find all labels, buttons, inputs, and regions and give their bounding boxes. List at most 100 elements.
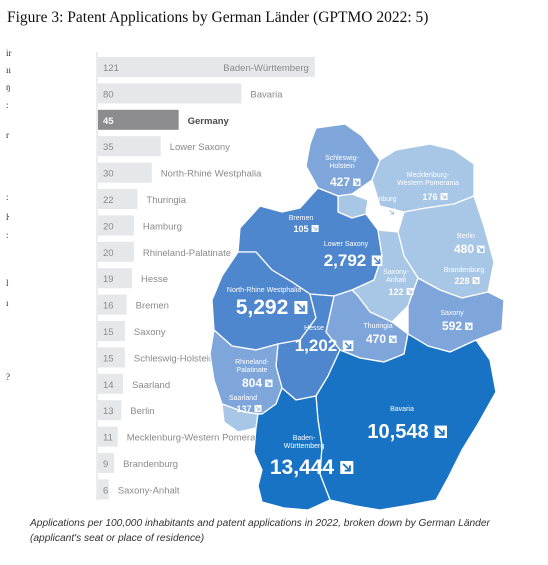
map-label-line: Saxony (440, 310, 464, 317)
arrow-icon-glyph (473, 278, 479, 283)
arrow-icon (254, 405, 262, 412)
bar-category-label: Schleswig-Holstein (134, 353, 214, 364)
arrow-icon (472, 277, 480, 284)
map-label-line: Saarland (229, 395, 257, 402)
map-label-bremen: Bremen (289, 215, 314, 222)
bar-category-label: Rhineland-Palatinate (143, 248, 231, 259)
bar-value-label: 13 (103, 406, 114, 417)
map-value-lower-saxony: 2,792 (324, 251, 367, 270)
map-label-hamburg: Hamburg (368, 196, 397, 203)
map-label-hesse: Hesse (304, 325, 324, 332)
side-mark: r (6, 130, 9, 140)
bar-category-label: Lower Saxony (170, 142, 230, 153)
arrow-icon (265, 379, 273, 387)
arrow-icon (440, 193, 448, 200)
map-label-line: Bavaria (390, 406, 414, 413)
arrow-icon (465, 322, 473, 330)
figure-caption: Applications per 100,000 inhabitants and… (30, 518, 490, 544)
bar-thuringia (98, 189, 138, 209)
side-mark: l (6, 278, 9, 288)
map-region-mecklenburg-western-pomerania (371, 143, 475, 213)
map-label-line: Hamburg (368, 196, 397, 203)
map-value-thuringia: 470 (366, 332, 386, 346)
map-label-north-rhine-westphalia: North-Rhine Westphalia (227, 287, 301, 294)
bar-value-label: 11 (103, 433, 113, 444)
map-value-bavaria: 10,548 (367, 421, 428, 443)
arrow-icon (477, 245, 485, 253)
side-mark: : (6, 100, 9, 110)
side-marks: ir ıı ŋ: r: ŀ: l ı? (6, 44, 20, 404)
bar-category-label: Baden-Württemberg (223, 63, 309, 74)
arrow-icon-glyph (478, 246, 484, 252)
bar-category-label: Germany (188, 116, 230, 127)
map-label-line: Rhineland- (235, 359, 270, 366)
bar-value-label: 20 (103, 221, 114, 232)
bar-category-label: Saxony-Anhalt (118, 485, 180, 496)
arrow-icon-glyph (466, 323, 472, 329)
map-label-saxony-anhalt: Saxony-Anhalt (383, 269, 409, 284)
bar-berlin (98, 400, 122, 421)
map-value-baden-wurttemberg: 13,444 (270, 456, 335, 479)
bar-saxony-anhalt (98, 479, 109, 500)
bar-value-label: 9 (103, 459, 108, 470)
bar-category-label: Berlin (130, 406, 154, 417)
bar-category-label: Mecklenburg-Western Pomerania (127, 433, 269, 444)
map-label-line: Mecklenburg- (407, 172, 450, 179)
map-label-line: Thuringia (363, 323, 392, 330)
bar-baden-wurttemberg (98, 57, 315, 77)
bar-hamburg (98, 215, 134, 236)
bar-value-label: 45 (103, 116, 114, 127)
bar-value-label: 35 (103, 142, 114, 153)
map-label-schleswig-holstein: Schleswig-Holstein (325, 155, 360, 170)
map-label-thuringia: Thuringia (363, 323, 392, 330)
map-label-line: Baden- (293, 435, 316, 442)
map-value-saxony-anhalt: 122 (388, 287, 403, 297)
side-mark: : (6, 192, 9, 202)
arrow-icon-glyph (344, 342, 352, 349)
arrow-icon (371, 255, 383, 266)
map-value-saarland: 137 (236, 404, 251, 414)
arrow-icon (311, 225, 319, 232)
map-label-berlin: Berlin (457, 233, 475, 240)
arrow-icon (353, 178, 361, 186)
arrow-icon (294, 300, 308, 314)
bar-north-rhine-westphalia (98, 162, 152, 183)
bar-category-label: Hesse (141, 274, 168, 285)
arrow-icon-glyph (342, 463, 351, 472)
figure-title: Figure 3: Patent Applications by German … (7, 9, 429, 26)
bar-bavaria (98, 83, 242, 104)
arrow-icon-glyph (389, 209, 395, 215)
bar-value-label: 121 (103, 63, 119, 74)
map-label-line: Holstein (329, 163, 354, 170)
map-value-mecklenburg-western-pomerania: 176 (422, 192, 437, 202)
map-value-hesse: 1,202 (295, 336, 338, 355)
arrow-icon-glyph (407, 289, 413, 294)
map-label-saarland: Saarland (229, 395, 257, 402)
bar-value-label: 19 (103, 274, 114, 285)
arrow-icon-glyph (373, 257, 381, 264)
map-value-rhineland-palatinate: 804 (242, 376, 262, 390)
map-label-lower-saxony: Lower Saxony (324, 241, 369, 248)
bar-germany (98, 109, 179, 130)
bar-value-label: 30 (103, 169, 114, 180)
bar-rhineland-palatinate (98, 241, 134, 262)
bar-bremen (98, 294, 127, 315)
map-label-line: Berlin (457, 233, 475, 240)
map-label-bavaria: Bavaria (390, 406, 414, 413)
bar-schleswig-holstein (98, 347, 125, 368)
bar-saarland (98, 373, 124, 394)
bar-value-label: 20 (103, 248, 114, 259)
map-value-schleswig-holstein: 427 (330, 175, 350, 189)
bar-category-label: North-Rhine Westphalia (161, 169, 262, 180)
bar-chart: 121 Baden-Württemberg 80 Bavaria 45 Germany 35… (96, 52, 315, 500)
arrow-icon-glyph (354, 179, 360, 185)
arrow-icon-glyph (312, 226, 318, 231)
map-label-saxony: Saxony (440, 310, 464, 317)
map-value-bremen: 105 (293, 224, 308, 234)
bar-mecklenburg-western-pomerania (98, 426, 118, 447)
map-label-line: Lower Saxony (324, 241, 369, 248)
bar-value-label: 22 (103, 195, 114, 206)
arrow-icon (434, 425, 447, 438)
arrow-icon-glyph (296, 303, 305, 312)
bar-value-label: 16 (103, 301, 114, 312)
